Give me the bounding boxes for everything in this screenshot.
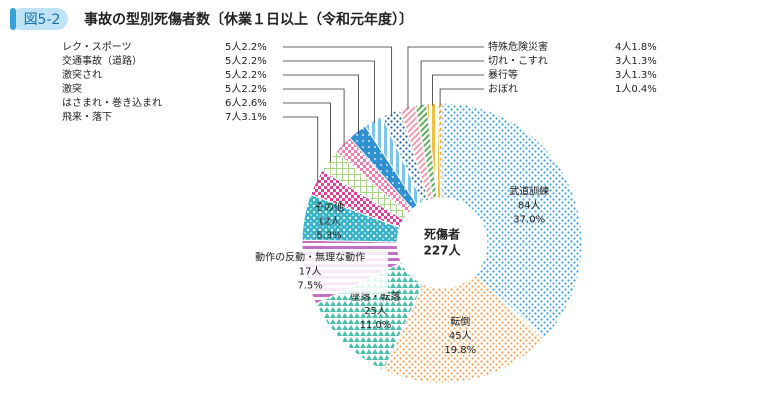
outer-value: 5人2.2%	[225, 69, 267, 81]
slice-label: 84人	[518, 199, 541, 211]
leader-line	[420, 60, 484, 107]
outer-value-part: 1.8%	[631, 42, 656, 53]
outer-value: 5人2.2%	[225, 41, 267, 53]
outer-value: 1人0.4%	[615, 83, 657, 95]
outer-value-part: 3人	[615, 69, 631, 81]
outer-value-part: 0.4%	[631, 84, 656, 95]
chart-title: 事故の型別死傷者数〔休業１日以上（令和元年度）〕	[84, 11, 413, 28]
outer-value-part: 4人	[615, 41, 631, 53]
outer-label: はさまれ・巻き込まれ	[62, 97, 162, 109]
outer-value-part: 5人	[225, 55, 241, 67]
slice-label: 12人	[318, 216, 341, 228]
leader-line	[283, 88, 345, 146]
outer-value-part: 1.3%	[631, 56, 656, 67]
outer-value-part: 5人	[225, 69, 241, 81]
outer-value: 7人3.1%	[225, 111, 267, 123]
figure-label: 図5-2	[24, 12, 61, 28]
label-bg	[232, 249, 389, 294]
slice-label: 25人	[364, 305, 387, 317]
outer-value: 3人1.3%	[615, 69, 657, 81]
slice-label: 7.5%	[297, 281, 322, 292]
outer-label: 特殊危険災害	[488, 40, 548, 53]
leader-line	[432, 74, 484, 106]
outer-value-part: 2.6%	[241, 98, 266, 109]
center-label: 死傷者	[424, 227, 460, 242]
slice-label: 11.0%	[360, 320, 392, 331]
slice-label: その他	[314, 201, 344, 214]
outer-value-part: 2.2%	[241, 84, 266, 95]
center-hole	[397, 198, 487, 288]
outer-label: 激突	[62, 82, 82, 95]
badge-accent	[10, 8, 16, 30]
slice-label: 武道訓練	[509, 184, 549, 197]
outer-value-part: 5人	[225, 41, 241, 53]
outer-value: 5人2.2%	[225, 55, 267, 67]
leader-line	[283, 74, 359, 134]
outer-value: 4人1.8%	[615, 41, 657, 53]
outer-value-part: 1.3%	[631, 70, 656, 81]
slice-label: 5.3%	[316, 231, 341, 242]
outer-value-part: 1人	[615, 83, 631, 95]
slice-label: 37.0%	[513, 214, 545, 225]
outer-label: 暴行等	[488, 68, 518, 81]
outer-label: 飛来・落下	[62, 111, 112, 123]
slice-label: 19.8%	[444, 345, 476, 356]
leader-line	[283, 102, 331, 162]
outer-label: 激突され	[62, 68, 102, 81]
outer-label: おぼれ	[488, 83, 518, 95]
outer-value: 5人2.2%	[225, 83, 267, 95]
center-label: 227人	[423, 243, 461, 258]
figure-badge	[10, 8, 68, 30]
leader-line	[407, 46, 484, 110]
outer-value-part: 2.2%	[241, 70, 266, 81]
outer-label: 切れ・こすれ	[488, 55, 548, 67]
slice-label: 転倒	[450, 316, 470, 328]
outer-value-part: 3.1%	[241, 112, 266, 123]
outer-label: 交通事故（道路）	[62, 54, 142, 67]
outer-value: 3人1.3%	[615, 55, 657, 67]
leader-line	[283, 116, 319, 184]
outer-value-part: 2.2%	[241, 42, 266, 53]
outer-value-part: 7人	[225, 111, 241, 123]
leader-line	[439, 88, 484, 106]
outer-value-part: 3人	[615, 55, 631, 67]
leader-line	[283, 46, 393, 115]
slice-label: 45人	[449, 330, 472, 342]
outer-value-part: 5人	[225, 83, 241, 95]
slice-label: 17人	[299, 266, 322, 278]
outer-value-part: 6人	[225, 97, 241, 109]
outer-value-part: 2.2%	[241, 56, 266, 67]
outer-label: レク・スポーツ	[62, 41, 132, 53]
leader-line	[283, 60, 375, 123]
slice-label: 動作の反動・無理な動作	[255, 251, 365, 264]
outer-value: 6人2.6%	[225, 97, 267, 109]
